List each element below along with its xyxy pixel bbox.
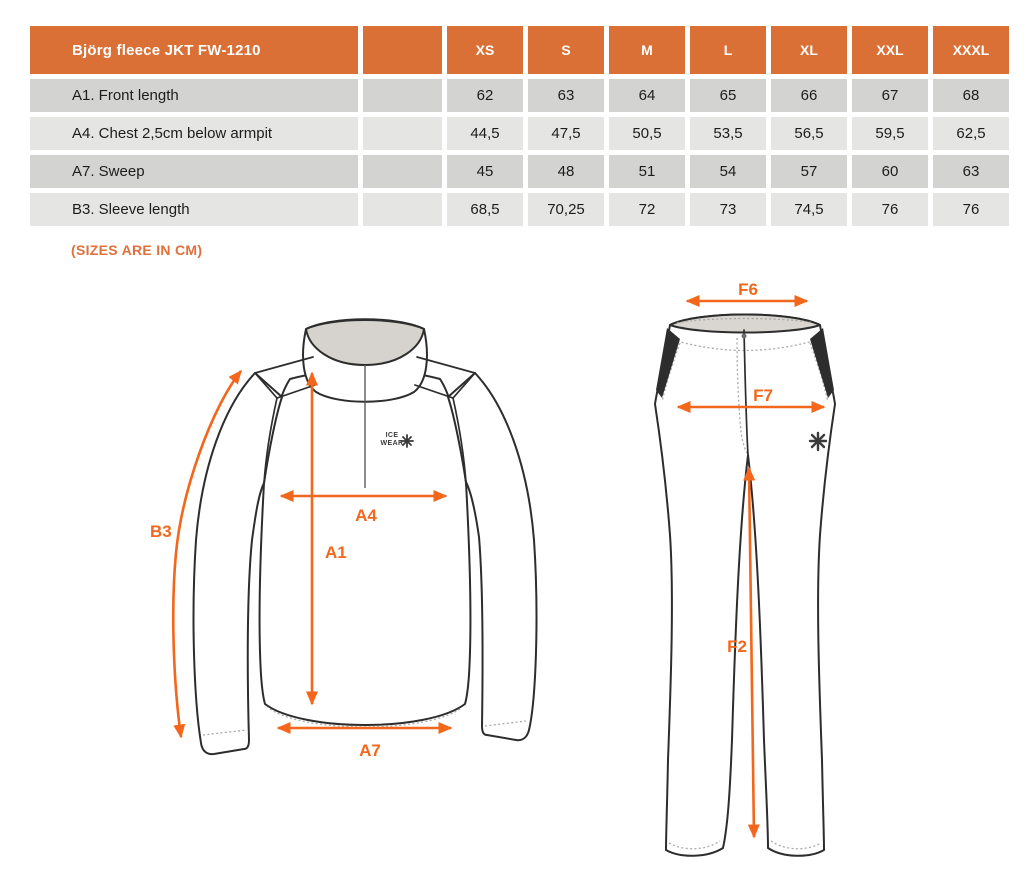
size-header-s: S	[528, 26, 604, 74]
value-cell: 53,5	[690, 117, 766, 150]
label-f7: F7	[753, 386, 773, 405]
size-header-m: M	[609, 26, 685, 74]
jacket-collar-inside	[305, 319, 425, 366]
label-a1: A1	[325, 543, 347, 562]
row-label-sleeve-length: B3. Sleeve length	[30, 193, 358, 226]
row-spacer-cell	[363, 155, 442, 188]
value-cell: 54	[690, 155, 766, 188]
pants-button	[741, 333, 747, 339]
row-label-front-length: A1. Front length	[30, 79, 358, 112]
icewear-logo: ICE WEAR	[381, 432, 414, 448]
jacket-right-sleeve	[447, 372, 538, 742]
value-cell: 44,5	[447, 117, 523, 150]
pants-measurement-labels: F6 F7 F2	[727, 280, 773, 656]
value-cell: 47,5	[528, 117, 604, 150]
arrow-f2-inseam	[743, 466, 760, 839]
size-header-xl: XL	[771, 26, 847, 74]
row-spacer-cell	[363, 117, 442, 150]
value-cell: 63	[528, 79, 604, 112]
label-a7: A7	[359, 741, 381, 760]
label-f2: F2	[727, 637, 747, 656]
size-header-xxxl: XXXL	[933, 26, 1009, 74]
value-cell: 45	[447, 155, 523, 188]
jacket-measurement-labels: B3 A4 A1 A7	[150, 506, 381, 760]
size-header-l: L	[690, 26, 766, 74]
logo-snowflake-icon	[400, 434, 414, 448]
label-a4: A4	[355, 506, 377, 525]
label-b3: B3	[150, 522, 172, 541]
value-cell: 65	[690, 79, 766, 112]
size-header-xxl: XXL	[852, 26, 928, 74]
row-label-sweep: A7. Sweep	[30, 155, 358, 188]
pants-snowflake-logo	[808, 431, 828, 452]
value-cell: 72	[609, 193, 685, 226]
label-f6: F6	[738, 280, 758, 299]
units-note: (SIZES ARE IN CM)	[71, 242, 203, 258]
header-spacer-cell	[363, 26, 442, 74]
arrow-b3-sleeve	[171, 369, 243, 739]
value-cell: 50,5	[609, 117, 685, 150]
value-cell: 48	[528, 155, 604, 188]
value-cell: 74,5	[771, 193, 847, 226]
value-cell: 67	[852, 79, 928, 112]
value-cell: 51	[609, 155, 685, 188]
logo-text-line1: ICE	[386, 432, 399, 439]
value-cell: 66	[771, 79, 847, 112]
value-cell: 63	[933, 155, 1009, 188]
value-cell: 62	[447, 79, 523, 112]
value-cell: 68	[933, 79, 1009, 112]
pants-stitching	[661, 317, 829, 850]
value-cell: 60	[852, 155, 928, 188]
value-cell: 59,5	[852, 117, 928, 150]
pants-right-pocket	[810, 328, 834, 398]
size-table: Björg fleece JKT FW-1210 XS S M L XL XXL…	[30, 26, 1009, 226]
row-spacer-cell	[363, 79, 442, 112]
pants-waist-opening	[669, 313, 821, 334]
value-cell: 76	[933, 193, 1009, 226]
logo-text-line2: WEAR	[381, 440, 404, 447]
value-cell: 57	[771, 155, 847, 188]
row-label-chest: A4. Chest 2,5cm below armpit	[30, 117, 358, 150]
row-spacer-cell	[363, 193, 442, 226]
value-cell: 73	[690, 193, 766, 226]
value-cell: 76	[852, 193, 928, 226]
value-cell: 56,5	[771, 117, 847, 150]
table-title: Björg fleece JKT FW-1210	[30, 26, 358, 74]
value-cell: 62,5	[933, 117, 1009, 150]
size-header-xs: XS	[447, 26, 523, 74]
pants-diagram: F6 F7 F2	[654, 280, 836, 857]
jacket-diagram: ICE WEAR B3 A4 A1 A7	[150, 318, 538, 760]
pants-front-seam	[743, 329, 749, 456]
pants-measurement-arrows	[676, 295, 826, 839]
value-cell: 70,25	[528, 193, 604, 226]
jacket-measurement-arrows	[171, 369, 453, 739]
jacket-seams	[254, 356, 476, 484]
value-cell: 68,5	[447, 193, 523, 226]
pants-left-pocket	[656, 328, 680, 398]
value-cell: 64	[609, 79, 685, 112]
